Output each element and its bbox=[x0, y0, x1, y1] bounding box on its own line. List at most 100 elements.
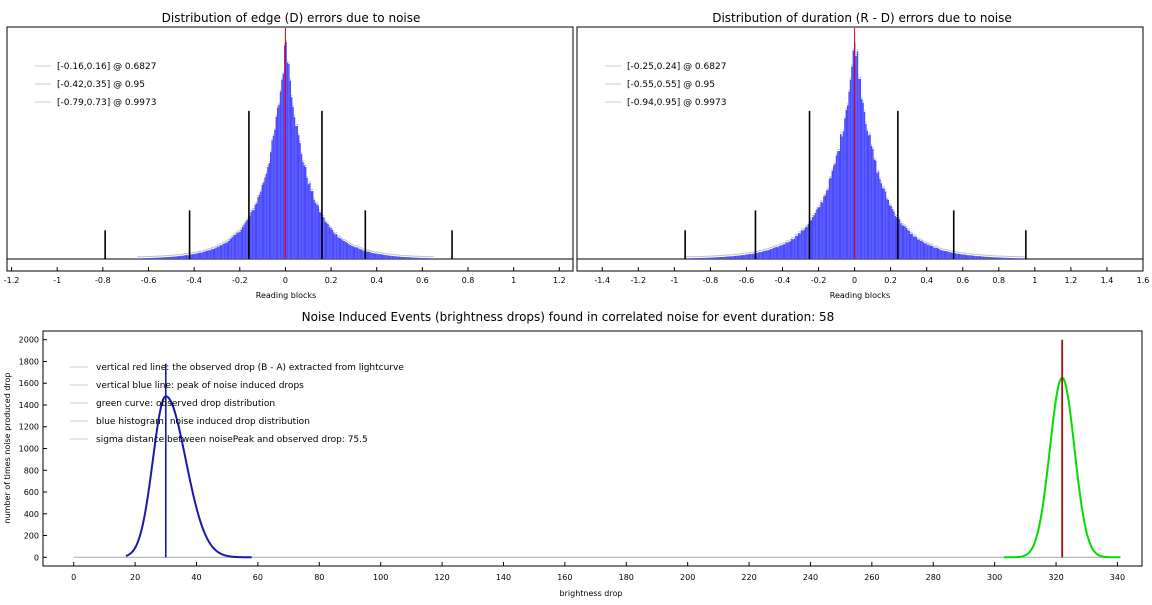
histogram-bar bbox=[880, 183, 882, 259]
y-axis-label: number of times noise produced drop bbox=[3, 373, 12, 524]
histogram-bar bbox=[686, 258, 688, 259]
x-tick-label: 340 bbox=[1110, 573, 1125, 582]
histogram-bar bbox=[186, 255, 188, 259]
x-axis-label: Reading blocks bbox=[830, 291, 890, 300]
histogram-bar bbox=[139, 258, 142, 259]
y-tick-label: 1600 bbox=[19, 379, 39, 388]
histogram-bar bbox=[144, 258, 146, 259]
histogram-bar bbox=[328, 226, 331, 259]
histogram-bar bbox=[730, 256, 733, 259]
histogram-bar bbox=[826, 190, 828, 259]
histogram-bar bbox=[368, 251, 370, 259]
histogram-bar bbox=[391, 255, 394, 259]
histogram-bar bbox=[184, 255, 186, 259]
histogram-bar bbox=[389, 255, 391, 259]
histogram-bar bbox=[428, 258, 430, 259]
x-tick-label: 0 bbox=[71, 573, 76, 582]
x-tick-label: 0.2 bbox=[325, 276, 338, 285]
histogram-bar bbox=[729, 256, 731, 259]
histogram-bar bbox=[912, 236, 915, 259]
histogram-bar bbox=[989, 256, 992, 259]
histogram-bar bbox=[728, 256, 730, 259]
histogram-bar bbox=[300, 153, 303, 259]
histogram-bar bbox=[917, 239, 919, 259]
histogram-bar bbox=[1015, 258, 1017, 259]
histogram-bar bbox=[232, 236, 234, 259]
histogram-bar bbox=[697, 258, 699, 259]
histogram-bar bbox=[714, 257, 716, 259]
histogram-bar bbox=[915, 237, 917, 259]
histogram-bar bbox=[314, 202, 317, 259]
histogram-bar bbox=[977, 256, 979, 259]
histogram-bar bbox=[849, 79, 852, 259]
histogram-bar bbox=[824, 195, 826, 259]
histogram-bar bbox=[709, 257, 712, 259]
x-axis-ticks: -1.4 -1.2 -1 -0.8 -0.6 -0.4 -0.2 0 0.2 0.4 0.6 0.8 1… bbox=[594, 267, 1149, 285]
histogram-bar bbox=[376, 253, 378, 259]
histogram-bar bbox=[344, 241, 346, 259]
histogram-bar bbox=[214, 248, 216, 259]
histogram-bar bbox=[258, 194, 261, 259]
histogram-bar bbox=[351, 245, 353, 259]
histogram-bar bbox=[313, 199, 315, 259]
histogram-bar bbox=[691, 258, 693, 259]
histogram-bar bbox=[875, 160, 877, 259]
histogram-bar bbox=[896, 217, 898, 259]
histogram-bar bbox=[929, 245, 931, 259]
histogram-bar bbox=[901, 225, 903, 259]
histogram-bar bbox=[847, 105, 849, 259]
histogram-bar bbox=[763, 251, 765, 259]
histogram-bar bbox=[137, 258, 139, 259]
histogram-bar bbox=[963, 254, 965, 259]
histogram-bar bbox=[319, 212, 321, 259]
histogram-bar bbox=[771, 248, 773, 259]
histogram-bar bbox=[421, 257, 423, 259]
histogram-bar bbox=[316, 204, 318, 259]
histogram-bar bbox=[841, 136, 843, 259]
histogram-bar bbox=[716, 257, 719, 259]
histogram-bar bbox=[988, 256, 990, 259]
histogram-bar bbox=[1016, 258, 1018, 259]
histogram-bar bbox=[813, 215, 815, 259]
histogram-bar bbox=[393, 256, 395, 259]
histogram-bar bbox=[777, 247, 779, 259]
histogram-bar bbox=[345, 242, 347, 259]
histogram-bar bbox=[1019, 258, 1021, 259]
histogram-bar bbox=[174, 256, 177, 259]
histogram-bar bbox=[342, 240, 345, 259]
histogram-bar bbox=[904, 226, 906, 259]
histogram-bar bbox=[390, 255, 392, 259]
histogram-bar bbox=[959, 253, 961, 259]
histogram-bar bbox=[225, 242, 227, 259]
histogram-bar bbox=[817, 207, 819, 259]
histogram-bar bbox=[431, 258, 433, 259]
histogram-bar bbox=[911, 233, 913, 259]
histogram-bar bbox=[320, 212, 322, 259]
histogram-bar bbox=[180, 255, 182, 259]
histogram-bar bbox=[886, 198, 888, 259]
histogram-bar bbox=[191, 254, 193, 259]
histogram-bar bbox=[419, 257, 422, 259]
x-tick-label: 220 bbox=[741, 573, 756, 582]
histogram-bar bbox=[942, 250, 944, 259]
x-tick-label: 0.4 bbox=[920, 276, 933, 285]
histogram-bar bbox=[424, 258, 426, 259]
x-tick-label: -1.4 bbox=[594, 276, 610, 285]
histogram-bar bbox=[702, 257, 705, 259]
histogram-bar bbox=[786, 242, 789, 259]
histogram-bar bbox=[821, 202, 824, 259]
y-tick-label: 1800 bbox=[19, 357, 39, 366]
histogram-bar bbox=[375, 253, 377, 259]
y-tick-label: 800 bbox=[24, 466, 39, 475]
histogram-bar bbox=[363, 251, 366, 259]
histogram-bar bbox=[994, 257, 996, 259]
histogram-bar bbox=[372, 252, 374, 259]
histogram-bar bbox=[410, 257, 412, 259]
histogram-bar bbox=[160, 257, 163, 259]
legend: [-0.16,0.16] @ 0.6827 [-0.42,0.35] @ 0.95… bbox=[35, 62, 156, 108]
histogram-bar bbox=[925, 243, 927, 259]
histogram-bar bbox=[940, 250, 943, 259]
histogram-bar bbox=[978, 256, 980, 259]
histogram-bar bbox=[831, 170, 833, 259]
histogram-bar bbox=[200, 252, 202, 259]
